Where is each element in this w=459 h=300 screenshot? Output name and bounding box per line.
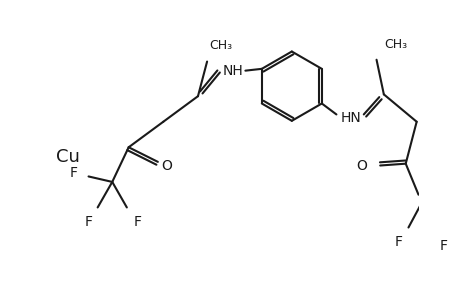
Text: O: O (161, 158, 172, 172)
Text: Cu: Cu (56, 148, 80, 166)
Text: HN: HN (340, 111, 361, 125)
Text: O: O (356, 158, 367, 172)
Text: CH₃: CH₃ (383, 38, 406, 51)
Text: F: F (439, 239, 447, 253)
Text: F: F (70, 166, 78, 180)
Text: NH: NH (222, 64, 242, 78)
Text: F: F (84, 215, 92, 229)
Text: F: F (134, 215, 141, 229)
Text: CH₃: CH₃ (208, 39, 231, 52)
Text: F: F (393, 235, 402, 249)
